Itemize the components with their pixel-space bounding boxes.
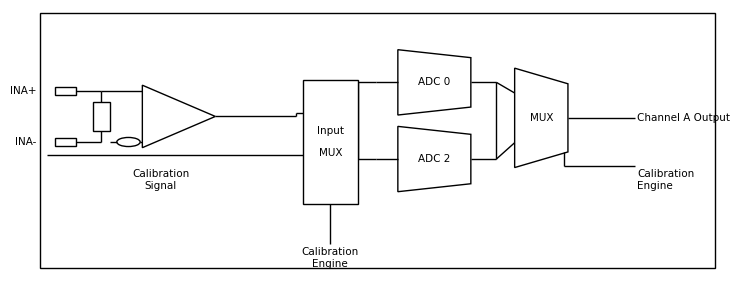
Text: Input: Input	[317, 126, 344, 136]
Text: ADC 0: ADC 0	[418, 77, 450, 87]
Text: Calibration
Signal: Calibration Signal	[132, 169, 189, 191]
Text: ADC 2: ADC 2	[418, 154, 450, 164]
Bar	[55, 138, 76, 146]
Text: Calibration
Engine: Calibration Engine	[301, 247, 359, 269]
Bar	[93, 102, 110, 131]
Bar	[55, 87, 76, 95]
Bar	[303, 80, 358, 204]
Text: MUX: MUX	[318, 148, 342, 158]
Text: INA+: INA+	[10, 86, 37, 96]
Text: Calibration
Engine: Calibration Engine	[637, 169, 694, 191]
Text: INA-: INA-	[15, 137, 36, 147]
Text: Channel A Output: Channel A Output	[637, 113, 730, 123]
Text: MUX: MUX	[529, 113, 553, 123]
